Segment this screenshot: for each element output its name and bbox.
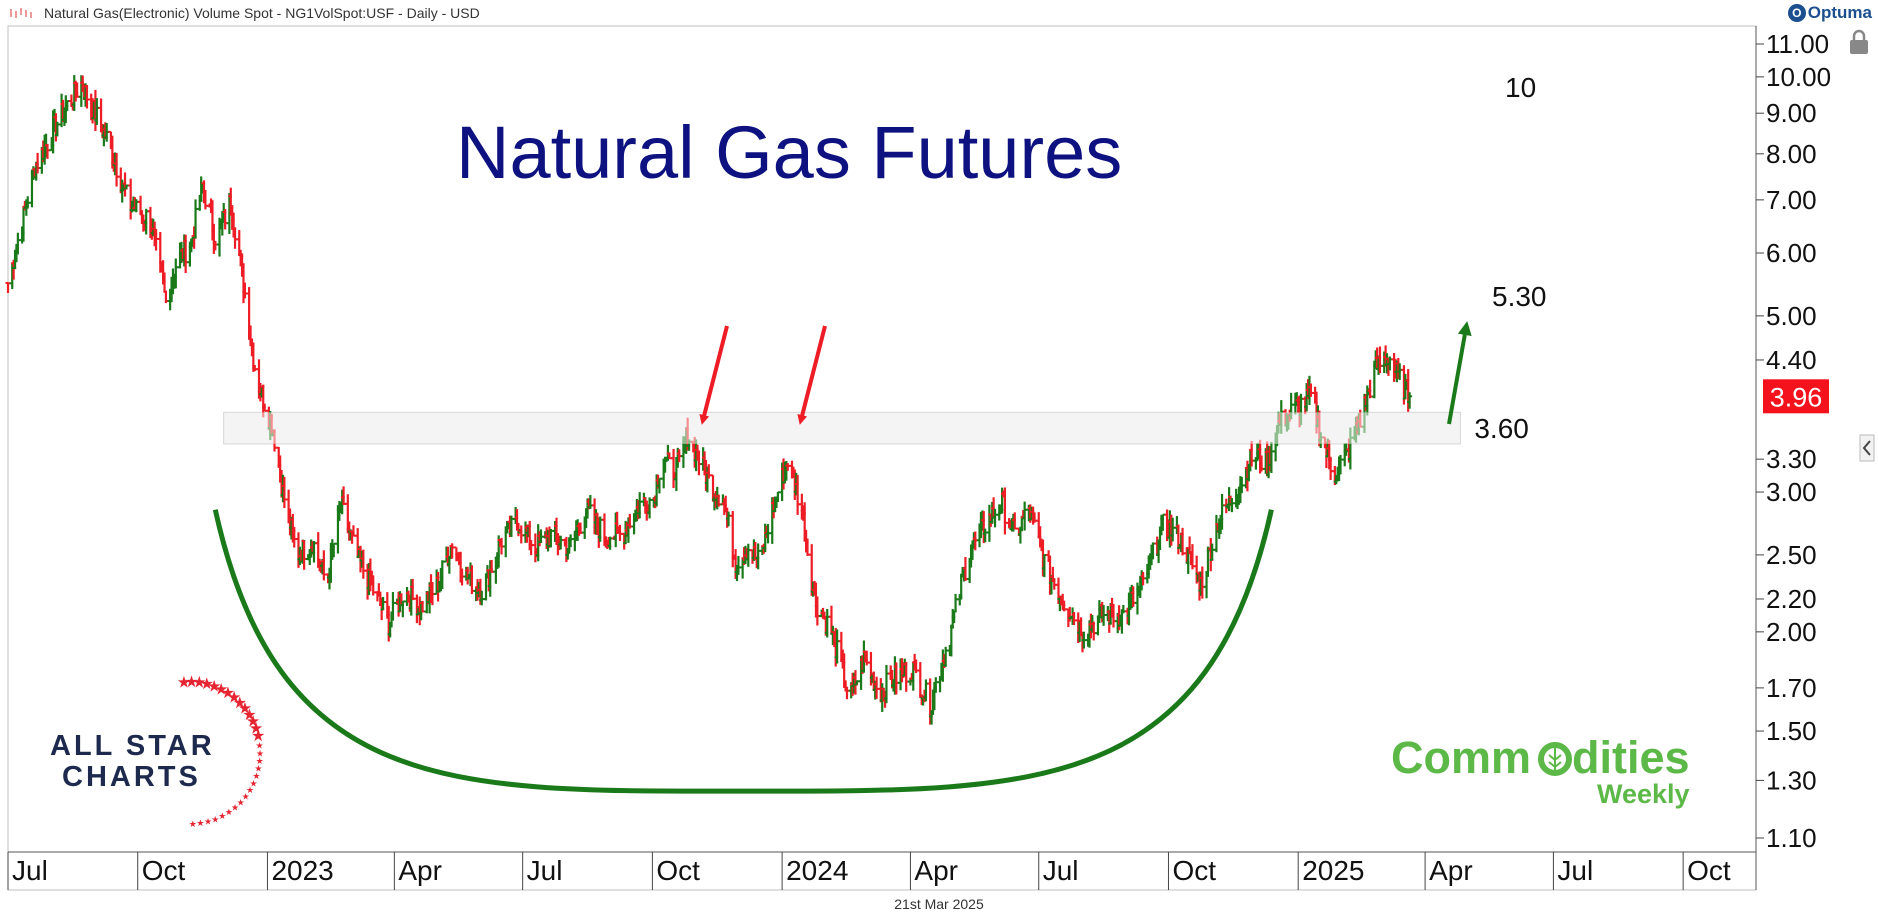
star-icon: ★ [237, 797, 245, 807]
star-icon: ★ [200, 676, 214, 693]
star-icon: ★ [242, 791, 250, 801]
chart-header: Natural Gas(Electronic) Volume Spot - NG… [0, 0, 1878, 26]
ohlc-bar [1407, 392, 1413, 409]
x-tick-label: Oct [656, 855, 700, 886]
star-icon: ★ [251, 728, 265, 745]
star-icon: ★ [249, 721, 263, 738]
x-tick-label: Jul [12, 855, 48, 886]
y-tick-label: 1.50 [1766, 716, 1817, 746]
star-icon: ★ [255, 741, 263, 751]
rounded-bottom-arc [212, 509, 1274, 794]
star-icon: ★ [218, 811, 226, 821]
x-tick-label: Jul [1043, 855, 1079, 886]
star-ring-icon: ★★★★★★★★★★★★★★★★★★★★★★★★★★★★★★ [177, 674, 266, 829]
support-zone-overlay [223, 412, 1461, 444]
star-icon: ★ [238, 701, 252, 718]
support-level-label: 3.60 [1474, 413, 1529, 444]
lock-icon[interactable] [1850, 29, 1868, 54]
target-label-5-30: 5.30 [1492, 281, 1547, 312]
last-price-value: 3.96 [1770, 382, 1823, 412]
star-icon: ★ [184, 674, 198, 691]
y-tick-label: 1.30 [1766, 765, 1817, 795]
star-icon: ★ [242, 707, 256, 724]
star-icon: ★ [204, 817, 212, 827]
date-axis: Jul Oct 2023 Apr Jul Oct 2024 Apr Jul Oct 2025 Apr J… [7, 852, 1731, 890]
x-tick-label: Oct [142, 855, 186, 886]
star-icon: ★ [221, 685, 235, 702]
star-icon: ★ [254, 764, 262, 774]
y-tick-label: 7.00 [1766, 185, 1817, 215]
star-icon: ★ [227, 690, 241, 707]
svg-text:dities: dities [1572, 732, 1690, 783]
y-tick-label: 2.50 [1766, 540, 1817, 570]
optuma-brand: Optuma [1807, 3, 1872, 22]
y-tick-label: 4.40 [1766, 345, 1817, 375]
svg-text:CHARTS: CHARTS [62, 761, 201, 793]
y-tick-label: 1.10 [1766, 823, 1817, 853]
x-tick-label: Oct [1687, 855, 1731, 886]
star-icon: ★ [256, 756, 264, 766]
y-tick-label: 6.00 [1766, 238, 1817, 268]
green-up-arrow [1447, 321, 1472, 425]
x-tick-label: Apr [398, 855, 442, 886]
star-icon: ★ [246, 714, 260, 731]
all-star-charts-logo: ALL STAR CHARTS ★★★★★★★★★★★★★★★★★★★★★★★★… [50, 674, 265, 829]
x-tick-label: 2023 [271, 855, 333, 886]
y-tick-label: 11.00 [1766, 29, 1829, 59]
x-tick-label: Apr [914, 855, 958, 886]
star-icon: ★ [231, 803, 239, 813]
chart-date-footer: 21st Mar 2025 [894, 896, 984, 912]
x-tick-label: Apr [1429, 855, 1473, 886]
chart-title: Natural Gas Futures [456, 111, 1122, 194]
x-tick-label: 2025 [1302, 855, 1364, 886]
x-tick-label: Jul [1557, 855, 1593, 886]
star-icon: ★ [196, 818, 204, 828]
y-tick-label: 8.00 [1766, 139, 1817, 169]
target-label-10: 10 [1505, 72, 1536, 103]
y-tick-label: 3.30 [1766, 444, 1817, 474]
collapse-panel-icon[interactable] [1859, 434, 1875, 462]
svg-text:ALL STAR: ALL STAR [50, 730, 215, 762]
y-tick-label: 2.20 [1766, 584, 1817, 614]
x-tick-label: Jul [527, 855, 563, 886]
star-icon: ★ [233, 695, 247, 712]
red-arrow-2 [797, 325, 827, 425]
plot-area [7, 25, 1757, 891]
y-tick-label: 1.70 [1766, 673, 1817, 703]
x-tick-label: 2024 [786, 855, 848, 886]
star-icon: ★ [189, 819, 197, 829]
star-icon: ★ [256, 748, 264, 758]
star-icon: ★ [192, 675, 206, 692]
star-icon: ★ [252, 771, 260, 781]
y-tick-label: 3.00 [1766, 477, 1817, 507]
red-arrow-1 [699, 325, 729, 425]
y-tick-label: 10.00 [1766, 62, 1831, 92]
last-price-badge [1763, 379, 1829, 414]
star-icon: ★ [246, 785, 254, 795]
y-tick-label: 5.00 [1766, 301, 1817, 331]
series-title: Natural Gas(Electronic) Volume Spot - NG… [44, 5, 480, 21]
star-icon: ★ [207, 678, 221, 695]
x-tick-label: Oct [1172, 855, 1216, 886]
y-tick-label: 2.00 [1766, 617, 1817, 647]
y-tick-label: 9.00 [1766, 98, 1817, 128]
svg-text:Weekly: Weekly [1597, 779, 1690, 809]
star-icon: ★ [225, 807, 233, 817]
star-icon: ★ [211, 814, 219, 824]
optuma-logo: O Optuma [1787, 2, 1872, 24]
ohlc-bars [5, 75, 1413, 725]
optuma-logo-icon: O [1787, 4, 1806, 22]
ohlc-symbol-icon [10, 8, 32, 18]
star-icon: ★ [214, 681, 228, 698]
commodities-weekly-logo: Comm dities Weekly [1391, 732, 1690, 809]
svg-text:Comm: Comm [1391, 732, 1531, 783]
star-icon: ★ [250, 778, 258, 788]
price-axis: 11.0010.009.008.007.006.005.004.403.303.… [1756, 29, 1831, 853]
star-icon: ★ [177, 674, 191, 691]
